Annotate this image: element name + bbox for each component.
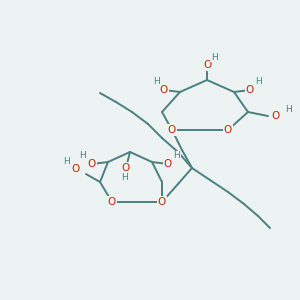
Text: O: O (88, 159, 96, 169)
Text: O: O (72, 164, 80, 174)
Text: O: O (246, 85, 254, 95)
Text: O: O (224, 125, 232, 135)
Text: O: O (158, 197, 166, 207)
Text: O: O (168, 125, 176, 135)
Text: H: H (255, 77, 261, 86)
Text: O: O (122, 163, 130, 173)
Text: H: H (63, 158, 69, 166)
Text: H: H (153, 77, 159, 86)
Text: O: O (272, 111, 280, 121)
Text: H: H (121, 173, 128, 182)
Text: O: O (108, 197, 116, 207)
Text: H: H (285, 106, 291, 115)
Text: O: O (203, 60, 211, 70)
Text: H: H (80, 152, 86, 160)
Text: O: O (164, 159, 172, 169)
Text: H: H (174, 152, 180, 160)
Text: O: O (160, 85, 168, 95)
Text: H: H (211, 52, 218, 62)
